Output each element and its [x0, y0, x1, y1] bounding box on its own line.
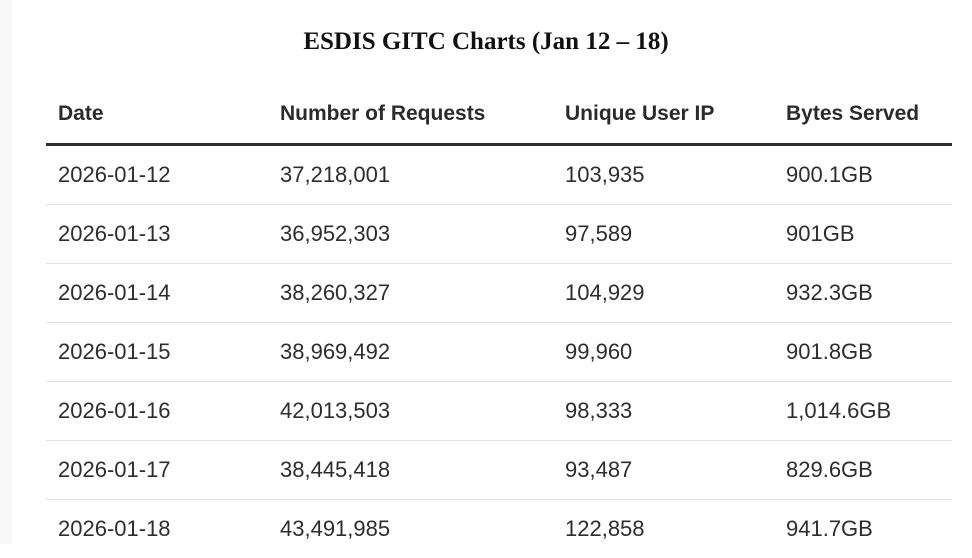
- table-row: 2026-01-15 38,969,492 99,960 901.8GB: [46, 323, 952, 382]
- cell-requests: 38,445,418: [268, 441, 553, 500]
- cell-bytes: 901.8GB: [774, 323, 952, 382]
- cell-date: 2026-01-18: [46, 500, 268, 558]
- left-margin-strip: [0, 0, 12, 544]
- table-row: 2026-01-13 36,952,303 97,589 901GB: [46, 205, 952, 264]
- stats-table: Date Number of Requests Unique User IP B…: [46, 84, 952, 558]
- cell-date: 2026-01-16: [46, 382, 268, 441]
- header-unique-user-ip: Unique User IP: [553, 84, 774, 145]
- cell-unique-ip: 104,929: [553, 264, 774, 323]
- table-row: 2026-01-18 43,491,985 122,858 941.7GB: [46, 500, 952, 558]
- cell-date: 2026-01-17: [46, 441, 268, 500]
- cell-unique-ip: 97,589: [553, 205, 774, 264]
- cell-requests: 38,260,327: [268, 264, 553, 323]
- cell-bytes: 901GB: [774, 205, 952, 264]
- table-header-row: Date Number of Requests Unique User IP B…: [46, 84, 952, 145]
- cell-requests: 36,952,303: [268, 205, 553, 264]
- cell-bytes: 932.3GB: [774, 264, 952, 323]
- cell-unique-ip: 98,333: [553, 382, 774, 441]
- cell-unique-ip: 99,960: [553, 323, 774, 382]
- table-row: 2026-01-14 38,260,327 104,929 932.3GB: [46, 264, 952, 323]
- cell-requests: 43,491,985: [268, 500, 553, 558]
- cell-requests: 42,013,503: [268, 382, 553, 441]
- cell-date: 2026-01-15: [46, 323, 268, 382]
- table-row: 2026-01-16 42,013,503 98,333 1,014.6GB: [46, 382, 952, 441]
- table-row: 2026-01-17 38,445,418 93,487 829.6GB: [46, 441, 952, 500]
- cell-unique-ip: 103,935: [553, 145, 774, 205]
- cell-date: 2026-01-13: [46, 205, 268, 264]
- cell-bytes: 829.6GB: [774, 441, 952, 500]
- table-row: 2026-01-12 37,218,001 103,935 900.1GB: [46, 145, 952, 205]
- cell-date: 2026-01-12: [46, 145, 268, 205]
- header-date: Date: [46, 84, 268, 145]
- header-number-of-requests: Number of Requests: [268, 84, 553, 145]
- cell-unique-ip: 122,858: [553, 500, 774, 558]
- page-title: ESDIS GITC Charts (Jan 12 – 18): [0, 28, 972, 56]
- cell-bytes: 941.7GB: [774, 500, 952, 558]
- cell-unique-ip: 93,487: [553, 441, 774, 500]
- header-bytes-served: Bytes Served: [774, 84, 952, 145]
- cell-requests: 38,969,492: [268, 323, 553, 382]
- cell-bytes: 1,014.6GB: [774, 382, 952, 441]
- cell-bytes: 900.1GB: [774, 145, 952, 205]
- cell-requests: 37,218,001: [268, 145, 553, 205]
- cell-date: 2026-01-14: [46, 264, 268, 323]
